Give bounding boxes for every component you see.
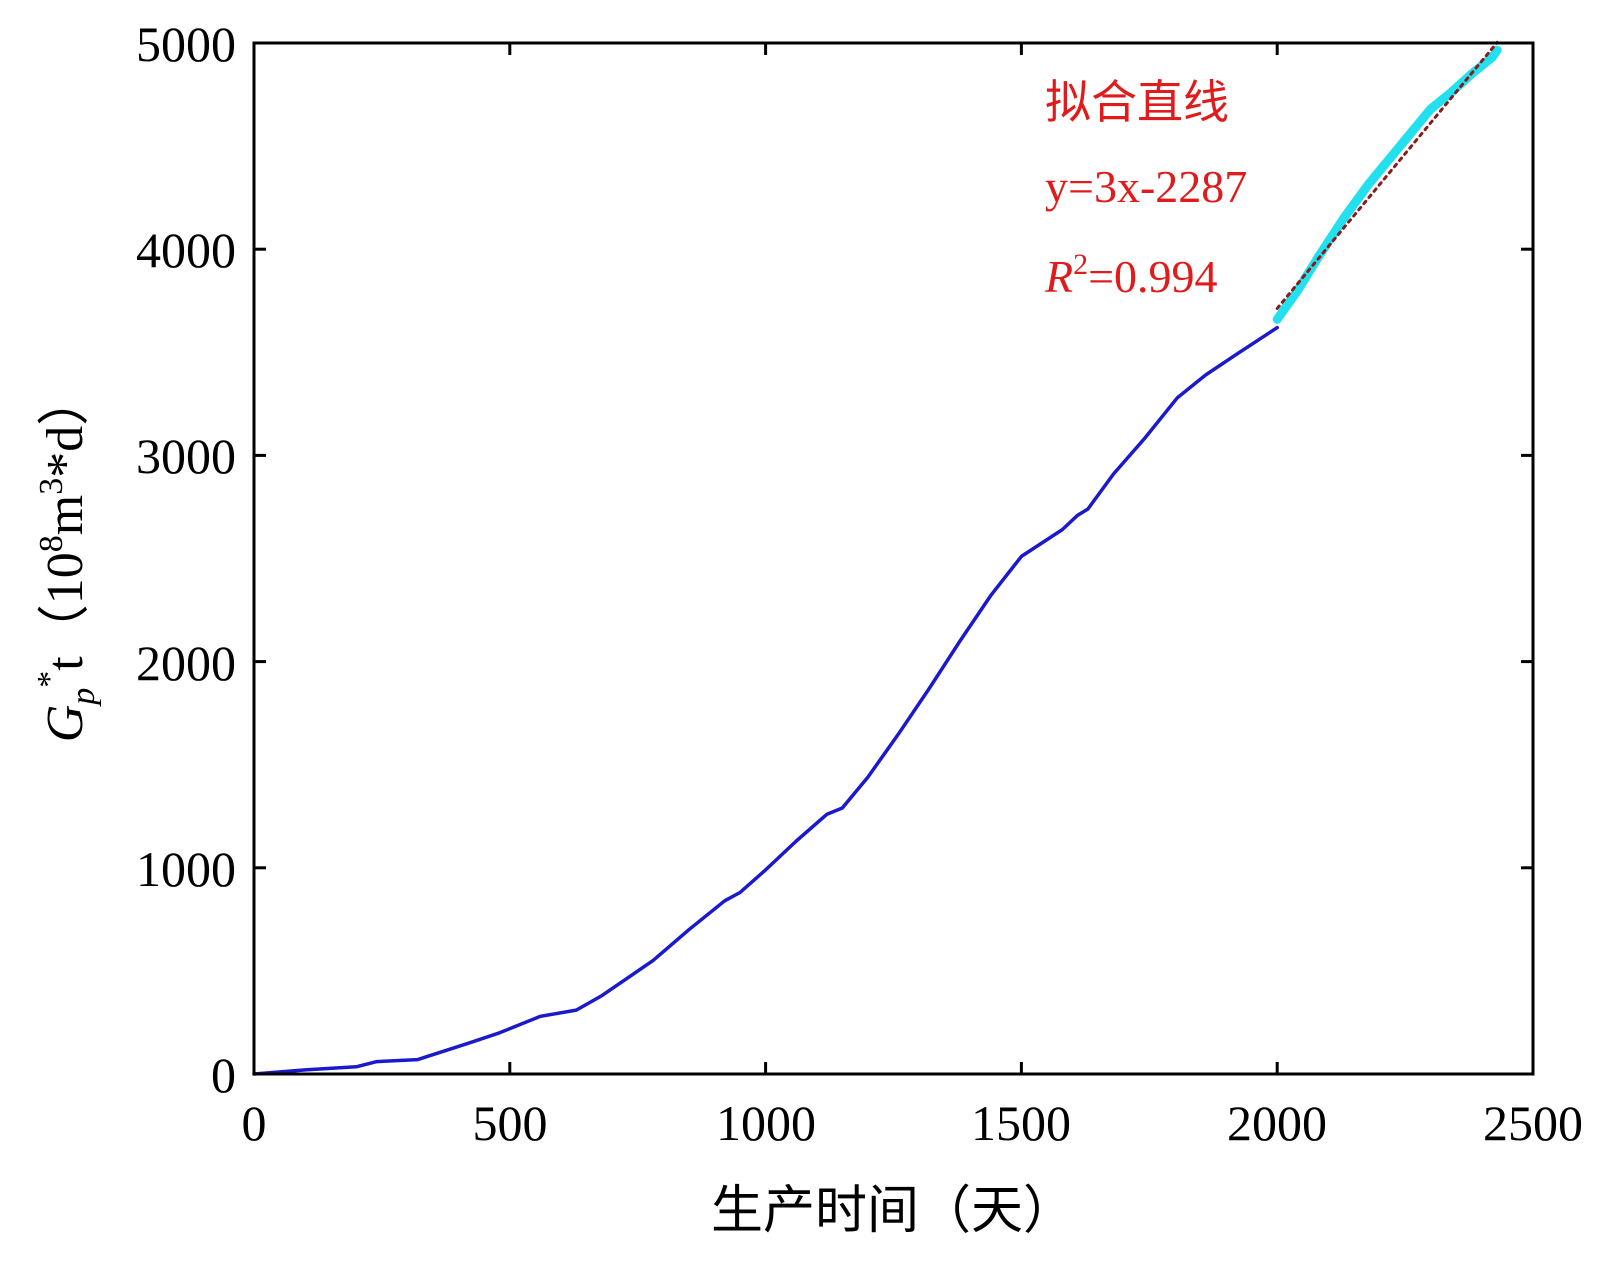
y-title-g: G bbox=[37, 705, 94, 743]
y-title-t: t bbox=[37, 656, 94, 671]
y-tick-label: 5000 bbox=[136, 16, 236, 72]
y-title-sub-p: p bbox=[65, 688, 102, 707]
x-tick-label: 2500 bbox=[1483, 1095, 1583, 1151]
y-title-exp8: 8 bbox=[33, 535, 70, 552]
y-title-open: （10 bbox=[37, 552, 94, 656]
y-tick-label: 2000 bbox=[136, 635, 236, 691]
y-tick-label: 1000 bbox=[136, 841, 236, 897]
r2-value: =0.994 bbox=[1088, 251, 1217, 302]
y-title-exp3: 3 bbox=[33, 478, 70, 495]
y-tick-label: 4000 bbox=[136, 222, 236, 278]
x-tick-label: 2000 bbox=[1227, 1095, 1327, 1151]
y-axis-title: Gp*t（108m3*d） bbox=[31, 374, 102, 743]
y-tick-label: 3000 bbox=[136, 428, 236, 484]
y-title-star: * bbox=[31, 671, 68, 688]
r2-symbol: R bbox=[1044, 251, 1073, 302]
r2-exponent: 2 bbox=[1073, 248, 1088, 281]
x-tick-label: 500 bbox=[473, 1095, 548, 1151]
annotation-title: 拟合直线 bbox=[1045, 77, 1229, 128]
series-line-fit-line bbox=[1275, 40, 1499, 310]
x-tick-label: 1500 bbox=[971, 1095, 1071, 1151]
annotation-r2: R2=0.994 bbox=[1044, 248, 1218, 302]
series-line-observed bbox=[252, 325, 1279, 1076]
annotation-equation: y=3x-2287 bbox=[1045, 161, 1247, 212]
y-title-close: *d） bbox=[37, 374, 94, 478]
x-tick-label: 0 bbox=[242, 1095, 267, 1151]
x-axis-title: 生产时间（天） bbox=[711, 1183, 1075, 1240]
line-layer bbox=[252, 40, 1502, 1076]
y-tick-label: 0 bbox=[211, 1047, 236, 1103]
y-title-m: m bbox=[37, 495, 94, 535]
series-line-fitted-segment bbox=[1272, 45, 1502, 324]
plot-frame bbox=[252, 41, 1535, 1076]
x-tick-label: 1000 bbox=[716, 1095, 816, 1151]
ticks-layer bbox=[252, 41, 1535, 1076]
